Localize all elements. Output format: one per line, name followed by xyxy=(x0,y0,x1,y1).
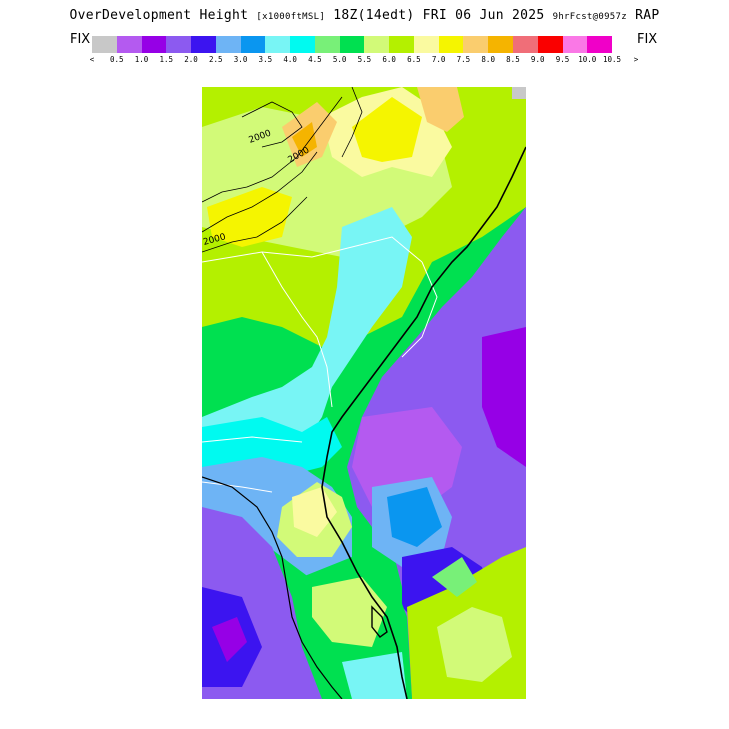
color-swatch xyxy=(413,36,439,53)
tick-label: 10.0 xyxy=(578,55,597,64)
tick-label: 8.0 xyxy=(481,55,495,64)
fix-label-right: FIX xyxy=(637,32,658,47)
tick-label: 2.5 xyxy=(209,55,223,64)
tick-greater-than: > xyxy=(633,55,639,64)
tick-label: 0.5 xyxy=(109,55,124,64)
state-boundary-ga-sc xyxy=(261,251,333,408)
field-cyan-band xyxy=(202,207,412,447)
chart-title: OverDevelopment Height [x1000ftMSL] 18Z(… xyxy=(0,8,729,23)
tick-label: 2.0 xyxy=(184,55,198,64)
field-yellow xyxy=(352,97,422,162)
field-orange-ne xyxy=(417,87,464,132)
title-forecast-info: 9hrFcst@0957z xyxy=(552,12,627,22)
map-canvas: 2000 2000 2000 xyxy=(202,87,526,699)
tick-label: 9.5 xyxy=(555,55,570,64)
color-swatch xyxy=(438,36,464,53)
field-violet-east xyxy=(482,327,526,467)
title-main: OverDevelopment Height xyxy=(69,8,249,23)
color-swatch xyxy=(389,36,414,53)
color-swatch xyxy=(166,36,192,53)
tick-label: 6.0 xyxy=(382,55,396,64)
forecast-map: 2000 2000 2000 xyxy=(202,87,526,699)
color-swatch xyxy=(513,36,538,53)
field-lightgreen-se xyxy=(437,607,512,682)
tick-label: 5.0 xyxy=(332,55,347,64)
color-swatch xyxy=(116,36,142,53)
field-central-paleyellow xyxy=(292,487,337,537)
color-swatch xyxy=(339,36,365,53)
title-model: RAP xyxy=(635,8,660,23)
color-swatch xyxy=(562,36,588,53)
tick-label: 7.5 xyxy=(456,55,471,64)
contour-line-4 xyxy=(241,101,303,148)
tick-label: 5.5 xyxy=(357,55,372,64)
contour-line-2 xyxy=(202,151,318,233)
color-swatch xyxy=(364,36,390,53)
color-swatch xyxy=(488,36,514,53)
tick-label: 4.0 xyxy=(283,55,297,64)
contour-line-3 xyxy=(202,196,308,253)
field-deep-orange xyxy=(292,122,317,157)
tick-label: 6.5 xyxy=(407,55,421,64)
field-green-se xyxy=(432,557,477,597)
coastline xyxy=(321,146,526,699)
tick-label: 3.0 xyxy=(233,55,248,64)
state-boundary-north xyxy=(202,236,423,263)
color-swatch xyxy=(191,36,216,53)
contour-line-1 xyxy=(202,96,343,203)
color-swatch xyxy=(463,36,489,53)
title-valid-time: 18Z(14edt) FRI 06 Jun 2025 xyxy=(333,8,545,23)
color-swatch xyxy=(92,36,117,53)
color-swatch xyxy=(141,36,167,53)
field-blue-ocean xyxy=(387,487,442,547)
tick-label: 9.0 xyxy=(530,55,545,64)
color-swatch xyxy=(314,36,340,53)
tick-label: 1.0 xyxy=(134,55,149,64)
tick-label: 1.5 xyxy=(159,55,174,64)
tick-label: 3.5 xyxy=(258,55,273,64)
tick-label: 10.5 xyxy=(602,55,622,64)
lake-outline xyxy=(371,605,388,638)
field-violet-west xyxy=(212,617,247,662)
color-swatch xyxy=(215,36,241,53)
color-swatch xyxy=(265,36,291,53)
color-scale-bar xyxy=(92,36,613,53)
color-swatch xyxy=(290,36,315,53)
field-lightgreen-south xyxy=(312,577,387,647)
field-yellow-west xyxy=(207,187,292,247)
fix-label-left: FIX xyxy=(70,32,91,47)
color-scale-ticks: < > 0.5 1.0 1.5 2.0 2.5 3.0 3.5 4.0 4.5 5.0 5.5 6.0… xyxy=(84,55,640,67)
state-boundary-ga-fl xyxy=(202,436,303,443)
tick-label: 4.5 xyxy=(308,55,322,64)
tick-less-than: < xyxy=(89,55,95,64)
tick-label: 8.5 xyxy=(506,55,520,64)
title-units: [x1000ftMSL] xyxy=(256,12,326,22)
field-cyan-south xyxy=(342,652,407,699)
color-swatch xyxy=(537,36,563,53)
coastline-west xyxy=(202,476,343,699)
color-swatch xyxy=(587,36,613,53)
tick-label: 7.0 xyxy=(431,55,446,64)
state-boundary-fl-ga xyxy=(202,481,273,493)
color-swatch xyxy=(240,36,266,53)
state-boundary-nc-sc xyxy=(401,261,438,358)
contour-line-5 xyxy=(341,87,363,158)
field-grey-cell xyxy=(512,87,526,99)
